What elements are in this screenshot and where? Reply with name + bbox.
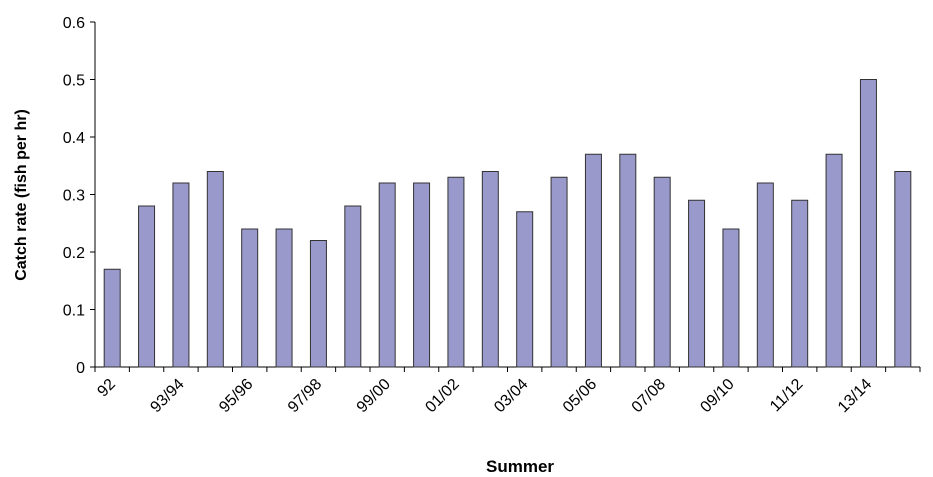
x-tick-label: 97/98 (285, 376, 325, 416)
bar (447, 176, 465, 368)
bar (550, 176, 568, 368)
x-tick-label: 01/02 (422, 376, 462, 416)
x-tick-label: 99/00 (354, 376, 394, 416)
y-tick-label: 0.2 (63, 245, 85, 262)
bar (241, 228, 259, 368)
bar (722, 228, 740, 368)
bar (688, 199, 706, 368)
x-tick-label: 07/08 (629, 376, 669, 416)
x-tick-label: 13/14 (835, 376, 875, 416)
bar (138, 205, 156, 368)
bar (584, 153, 602, 368)
y-tick-label: 0.1 (63, 303, 85, 320)
y-tick-label: 0.3 (63, 188, 85, 205)
bar (481, 171, 499, 368)
y-tick-label: 0.4 (63, 130, 85, 147)
bar (206, 171, 224, 368)
bar (791, 199, 809, 368)
bar (172, 182, 190, 368)
y-tick-label: 0.6 (63, 15, 85, 32)
bar (859, 79, 877, 368)
y-axis-title: Catch rate (fish per hr) (13, 109, 30, 281)
bar (619, 153, 637, 368)
x-tick-label: 92 (94, 376, 119, 401)
bar (516, 211, 534, 368)
bar (309, 240, 327, 368)
bar (413, 182, 431, 368)
x-tick-label: 03/04 (491, 376, 531, 416)
bar (825, 153, 843, 368)
bar (653, 176, 671, 368)
x-tick-label: 09/10 (697, 376, 737, 416)
x-tick-label: 93/94 (147, 376, 187, 416)
bar (344, 205, 362, 368)
x-tick-label: 95/96 (216, 376, 256, 416)
y-tick-label: 0.5 (63, 73, 85, 90)
bar (103, 268, 121, 368)
x-tick-label: 11/12 (767, 376, 807, 416)
x-axis-title: Summer (486, 457, 554, 476)
bar (756, 182, 774, 368)
bar (275, 228, 293, 368)
bar (378, 182, 396, 368)
y-tick-label: 0 (76, 360, 85, 377)
x-tick-label: 05/06 (560, 376, 600, 416)
bar (894, 171, 912, 368)
